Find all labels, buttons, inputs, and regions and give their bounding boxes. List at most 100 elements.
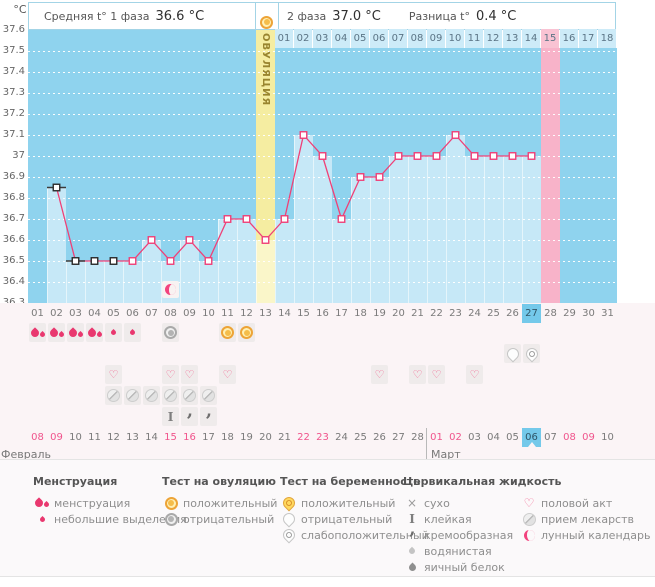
temp-point-day-23[interactable]	[451, 131, 460, 139]
menstruation-cell[interactable]	[85, 323, 103, 342]
dpo-cell-07[interactable]: 07	[389, 29, 407, 48]
cycle-day-cell-02[interactable]: 02	[50, 308, 63, 319]
cycle-day-cell-29[interactable]: 29	[563, 308, 576, 319]
cycle-day-cell-23[interactable]: 23	[449, 308, 462, 319]
cycle-day-cell-24[interactable]: 24	[468, 308, 481, 319]
ovulation-test-cell[interactable]	[162, 323, 179, 342]
dpo-cell-11[interactable]: 11	[465, 29, 483, 48]
temp-point-day-04[interactable]	[90, 257, 99, 265]
intercourse-cell[interactable]: ♡	[466, 365, 483, 384]
date-cell-08[interactable]: 08	[563, 432, 576, 443]
temp-point-day-05[interactable]	[109, 257, 118, 265]
dpo-cell-02[interactable]: 02	[294, 29, 312, 48]
medication-cell[interactable]	[124, 386, 141, 405]
date-cell-20[interactable]: 20	[259, 432, 272, 443]
menstruation-cell[interactable]	[28, 323, 46, 342]
temp-point-day-16[interactable]	[318, 152, 327, 160]
temp-point-day-19[interactable]	[375, 173, 384, 181]
date-cell-17[interactable]: 17	[202, 432, 215, 443]
date-cell-02[interactable]: 02	[449, 432, 462, 443]
temp-point-day-11[interactable]	[223, 215, 232, 223]
temp-point-day-07[interactable]	[147, 236, 156, 244]
cycle-day-cell-16[interactable]: 16	[316, 308, 329, 319]
dpo-cell-14[interactable]: 14	[522, 29, 540, 48]
date-cell-28[interactable]: 28	[411, 432, 424, 443]
date-cell-14[interactable]: 14	[145, 432, 158, 443]
date-cell-25[interactable]: 25	[354, 432, 367, 443]
date-cell-24[interactable]: 24	[335, 432, 348, 443]
medication-cell[interactable]	[181, 386, 198, 405]
dpo-cell-06[interactable]: 06	[370, 29, 388, 48]
pregnancy-test-cell[interactable]	[523, 344, 540, 363]
cycle-day-cell-07[interactable]: 07	[145, 308, 158, 319]
dpo-cell-16[interactable]: 16	[560, 29, 578, 48]
temp-point-day-13[interactable]	[261, 236, 270, 244]
date-cell-27[interactable]: 27	[392, 432, 405, 443]
menstruation-cell[interactable]	[47, 323, 65, 342]
cycle-day-cell-08[interactable]: 08	[164, 308, 177, 319]
cycle-day-cell-21[interactable]: 21	[411, 308, 424, 319]
date-cell-10[interactable]: 10	[69, 432, 82, 443]
date-cell-26[interactable]: 26	[373, 432, 386, 443]
date-cell-04[interactable]: 04	[487, 432, 500, 443]
dpo-cell-03[interactable]: 03	[313, 29, 331, 48]
date-cell-21[interactable]: 21	[278, 432, 291, 443]
dpo-cell-09[interactable]: 09	[427, 29, 445, 48]
cycle-day-cell-06[interactable]: 06	[126, 308, 139, 319]
temp-point-day-09[interactable]	[185, 236, 194, 244]
date-cell-07[interactable]: 07	[544, 432, 557, 443]
lunar-calendar-cell[interactable]	[162, 281, 179, 298]
date-cell-03[interactable]: 03	[468, 432, 481, 443]
cycle-day-cell-19[interactable]: 19	[373, 308, 386, 319]
temp-point-day-20[interactable]	[394, 152, 403, 160]
date-cell-01[interactable]: 01	[430, 432, 443, 443]
medication-cell[interactable]	[143, 386, 160, 405]
cycle-day-cell-17[interactable]: 17	[335, 308, 348, 319]
temp-point-day-24[interactable]	[470, 152, 479, 160]
date-cell-16[interactable]: 16	[183, 432, 196, 443]
cycle-day-cell-12[interactable]: 12	[240, 308, 253, 319]
dpo-cell-18[interactable]: 18	[598, 29, 616, 48]
ovulation-test-cell[interactable]	[219, 323, 236, 342]
date-cell-19[interactable]: 19	[240, 432, 253, 443]
cycle-day-cell-28[interactable]: 28	[544, 308, 557, 319]
medication-cell[interactable]	[105, 386, 122, 405]
cycle-day-cell-09[interactable]: 09	[183, 308, 196, 319]
temp-point-day-21[interactable]	[413, 152, 422, 160]
temp-point-day-27[interactable]	[527, 152, 536, 160]
cycle-day-cell-13[interactable]: 13	[259, 308, 272, 319]
cycle-day-cell-26[interactable]: 26	[506, 308, 519, 319]
temp-point-day-14[interactable]	[280, 215, 289, 223]
cycle-day-cell-05[interactable]: 05	[107, 308, 120, 319]
date-cell-09[interactable]: 09	[582, 432, 595, 443]
medication-cell[interactable]	[162, 386, 179, 405]
cycle-day-cell-22[interactable]: 22	[430, 308, 443, 319]
date-cell-09[interactable]: 09	[50, 432, 63, 443]
temp-point-day-15[interactable]	[299, 131, 308, 139]
dpo-cell-04[interactable]: 04	[332, 29, 350, 48]
intercourse-cell[interactable]: ♡	[162, 365, 179, 384]
cycle-day-cell-15[interactable]: 15	[297, 308, 310, 319]
cycle-day-cell-30[interactable]: 30	[582, 308, 595, 319]
cycle-day-cell-04[interactable]: 04	[88, 308, 101, 319]
intercourse-cell[interactable]: ♡	[428, 365, 445, 384]
date-cell-23[interactable]: 23	[316, 432, 329, 443]
temp-point-day-18[interactable]	[356, 173, 365, 181]
pregnancy-test-cell[interactable]	[504, 344, 521, 363]
intercourse-cell[interactable]: ♡	[371, 365, 388, 384]
cycle-day-cell-14[interactable]: 14	[278, 308, 291, 319]
date-cell-06[interactable]: 06	[522, 428, 541, 447]
temp-point-day-25[interactable]	[489, 152, 498, 160]
dpo-cell-08[interactable]: 08	[408, 29, 426, 48]
date-cell-13[interactable]: 13	[126, 432, 139, 443]
spotting-cell[interactable]	[124, 323, 141, 342]
medication-cell[interactable]	[200, 386, 217, 405]
cycle-day-cell-03[interactable]: 03	[69, 308, 82, 319]
intercourse-cell[interactable]: ♡	[105, 365, 122, 384]
cervical-fluid-cell[interactable]: ’	[181, 407, 198, 430]
spotting-cell[interactable]	[105, 323, 122, 342]
dpo-cell-17[interactable]: 17	[579, 29, 597, 48]
cervical-fluid-cell[interactable]: ’	[200, 407, 217, 430]
cycle-day-cell-01[interactable]: 01	[31, 308, 44, 319]
dpo-cell-05[interactable]: 05	[351, 29, 369, 48]
